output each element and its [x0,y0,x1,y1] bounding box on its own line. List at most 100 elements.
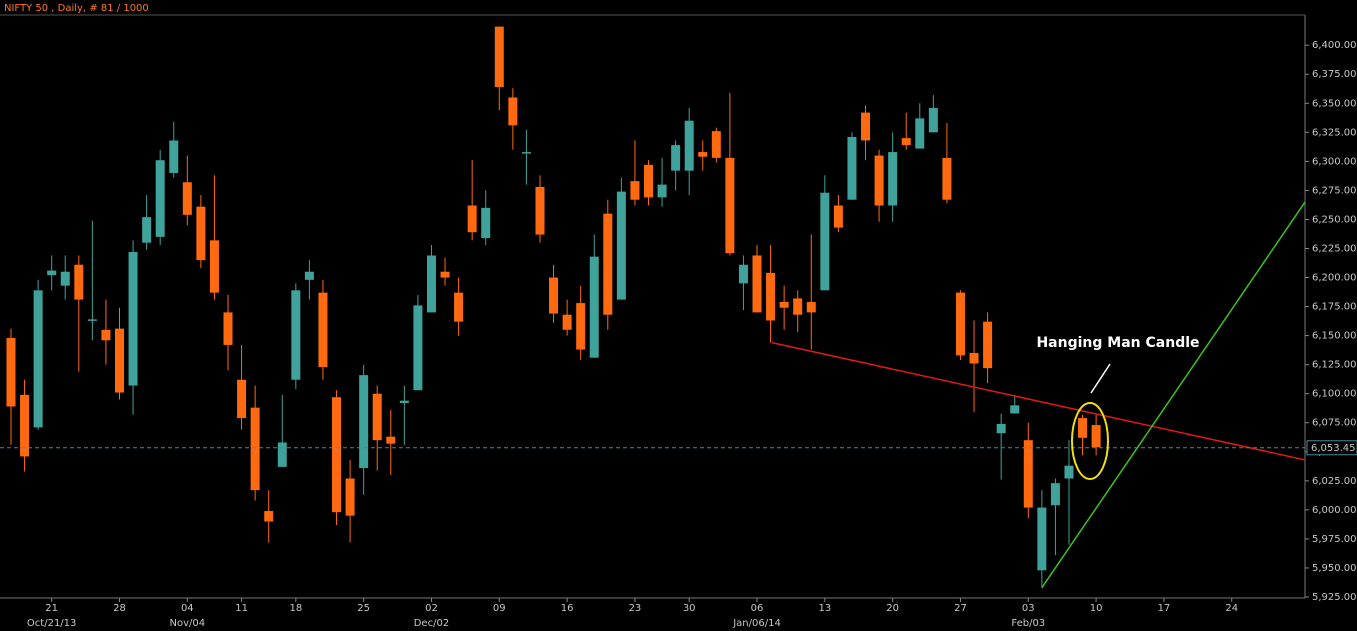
candle-body [806,301,816,313]
y-tick-label: 6,025.00 [1312,476,1357,487]
trend-line [771,341,1306,461]
candle-body [711,131,721,158]
candle-body [169,140,179,173]
x-tick-label: 18 [289,603,302,614]
x-tick-label: 21 [45,603,58,614]
candle-body [20,394,30,457]
candle-body [332,397,342,513]
candle-body [440,271,450,278]
x-tick-label: 06 [751,603,764,614]
candle-body [87,319,97,321]
candles: 6,053.45 [0,26,1357,589]
candle-body [237,379,247,419]
x-tick-label: 02 [425,603,438,614]
x-tick-label: 16 [561,603,574,614]
candle-body [359,375,369,469]
candle-body [576,303,586,350]
candle-body [657,184,667,198]
y-tick-label: 6,275.00 [1312,185,1357,196]
candle-body [725,157,735,254]
candle-body [182,182,192,215]
candle-body [766,272,776,321]
candle-body [643,164,653,198]
x-tick-label: 23 [629,603,642,614]
candle-body [1050,483,1060,506]
candle-body [413,305,423,391]
candle-body [277,442,287,467]
candle-body [535,186,545,235]
y-tick-label: 6,250.00 [1312,214,1357,225]
y-tick-label: 6,150.00 [1312,331,1357,342]
annotation: Hanging Man Candle [1036,335,1199,351]
candle-body [291,290,301,380]
x-tick-label: 09 [493,603,506,614]
x-period-label: Dec/02 [414,618,449,629]
candle-body [386,436,396,444]
candle-body [603,213,613,315]
x-tick-label: 24 [1225,603,1238,614]
y-tick-label: 5,925.00 [1312,592,1357,603]
chart-title: NIFTY 50 , Daily, # 81 / 1000 [4,3,149,14]
x-tick-label: 17 [1158,603,1171,614]
candle-body [223,312,233,345]
candle-body [155,160,165,237]
candle-body [616,191,626,300]
candle-body [549,277,559,314]
candle-body [304,271,314,280]
candle-body [60,271,70,286]
candle-body [494,26,504,88]
x-tick-label: 30 [683,603,696,614]
y-tick-label: 6,375.00 [1312,69,1357,80]
candle-body [684,120,694,171]
y-tick-label: 6,350.00 [1312,98,1357,109]
candle-body [915,118,925,149]
candle-body [861,112,871,141]
candle-body [589,256,599,358]
last-price-box [1306,440,1357,456]
y-tick-label: 5,975.00 [1312,534,1357,545]
candle-body [901,138,911,146]
x-period-label: Feb/03 [1011,618,1045,629]
candle-body [1037,507,1047,571]
y-tick-label: 6,300.00 [1312,156,1357,167]
candle-body [833,205,843,228]
x-tick-label: 11 [235,603,248,614]
x-period-label: Oct/21/13 [27,618,76,629]
candle-body [101,329,111,341]
x-tick-label: 20 [886,603,899,614]
y-tick-label: 6,200.00 [1312,273,1357,284]
candle-body [508,97,518,126]
highlight-ellipse [1071,402,1109,480]
candle-body [6,337,16,407]
candle-body [250,407,260,491]
candle-body [738,264,748,284]
y-tick-label: 6,125.00 [1312,360,1357,371]
y-tick-label: 6,100.00 [1312,389,1357,400]
candle-body [264,511,274,522]
candle-body [983,321,993,369]
x-period-label: Jan/06/14 [732,618,781,629]
x-tick-label: 13 [818,603,831,614]
candle-body [209,240,219,293]
candle-body [345,478,355,516]
candle-body [928,107,938,133]
x-tick-label: 25 [357,603,370,614]
x-period-label: Nov/04 [170,618,206,629]
candle-body [671,145,681,171]
x-tick-label: 28 [113,603,126,614]
y-tick-label: 6,175.00 [1312,302,1357,313]
candle-body [1078,418,1088,438]
candle-body [1091,425,1101,448]
candle-body [426,255,436,313]
candle-body [114,328,124,393]
candle-body [793,298,803,315]
candle-body [481,207,491,239]
candle-body [847,136,857,200]
candle-body [1010,405,1020,414]
y-tick-label: 6,325.00 [1312,127,1357,138]
x-tick-label: 10 [1090,603,1103,614]
x-tick-label: 03 [1022,603,1035,614]
candle-body [874,155,884,206]
